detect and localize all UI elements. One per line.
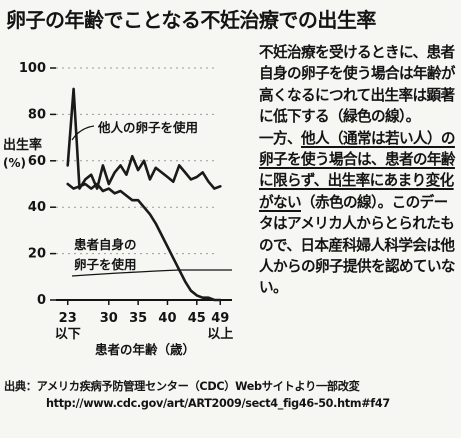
explanation-paragraph-2: 一方、他人（通常は若い人）の卵子を使う場合は、患者の年齢に限らず、出生率にあまり… (259, 128, 459, 299)
series-label-own-line1: 患者自身の (74, 237, 137, 252)
label-underline-own (71, 269, 232, 277)
x-tick-sublabel: 以上 (207, 327, 233, 342)
x-tick-label: 45 (188, 311, 206, 326)
series-line-donor (66, 87, 222, 190)
chart-series (66, 87, 232, 302)
chart-labels: 他人の卵子を使用 患者自身の 卵子を使用 患者の年齢（歳） (74, 120, 198, 357)
y-tick-label: 100 (19, 61, 46, 76)
x-axis-title: 患者の年齢（歳） (95, 342, 195, 357)
chart-grid (56, 67, 218, 255)
x-tick-label: 23 (59, 311, 77, 326)
x-tick-label: 49 (211, 311, 229, 326)
series-label-own-line2: 卵子を使用 (74, 257, 137, 272)
y-axis-unit: (%) (3, 156, 26, 171)
series-label-donor: 他人の卵子を使用 (97, 120, 198, 135)
explanation-paragraph-1: 不妊治療を受けるときに、患者自身の卵子を使う場合は年齢が高くなるにつれて出生率は… (259, 44, 456, 126)
y-tick-label: 60 (28, 154, 46, 169)
label-leader-donor (71, 125, 95, 141)
page-title: 卵子の年齢でことなる不妊治療での出生率 (6, 8, 376, 32)
explanation-p2-tail: （赤色の線）。このデータはアメリカ人からとられたもので、日本産科婦人科学会は他人… (259, 193, 456, 297)
explanation-text: 不妊治療を受けるときに、患者自身の卵子を使う場合は年齢が高くなるにつれて出生率は… (259, 42, 459, 299)
source-citation: 出典：アメリカ疾病予防管理センター（CDC）Webサイトより一部改変 http:… (4, 378, 459, 412)
series-line-own (66, 182, 222, 302)
x-tick-label: 30 (100, 311, 118, 326)
y-axis-title: 出生率 (%) (3, 138, 42, 171)
x-tick-sublabel: 以下 (55, 327, 81, 342)
y-tick-label: 0 (37, 293, 46, 308)
x-tick-label: 40 (158, 311, 176, 326)
y-axis-label: 出生率 (3, 138, 43, 153)
explanation-p2-lead: 一方、 (259, 129, 302, 147)
x-tick-label: 35 (129, 311, 147, 326)
source-line-1: 出典：アメリカ疾病予防管理センター（CDC）Webサイトより一部改変 (4, 380, 360, 393)
explanation-p2-underlined: 他人（通常は若い人）の卵子を使う場合は、患者の年齢に限らず、出生率にあまり変化が… (259, 129, 456, 211)
source-url: http://www.cdc.gov/art/ART2009/sect4_fig… (46, 397, 390, 410)
y-tick-label: 40 (28, 200, 46, 215)
y-tick-label: 80 (28, 107, 46, 122)
y-tick-label: 20 (28, 247, 46, 262)
